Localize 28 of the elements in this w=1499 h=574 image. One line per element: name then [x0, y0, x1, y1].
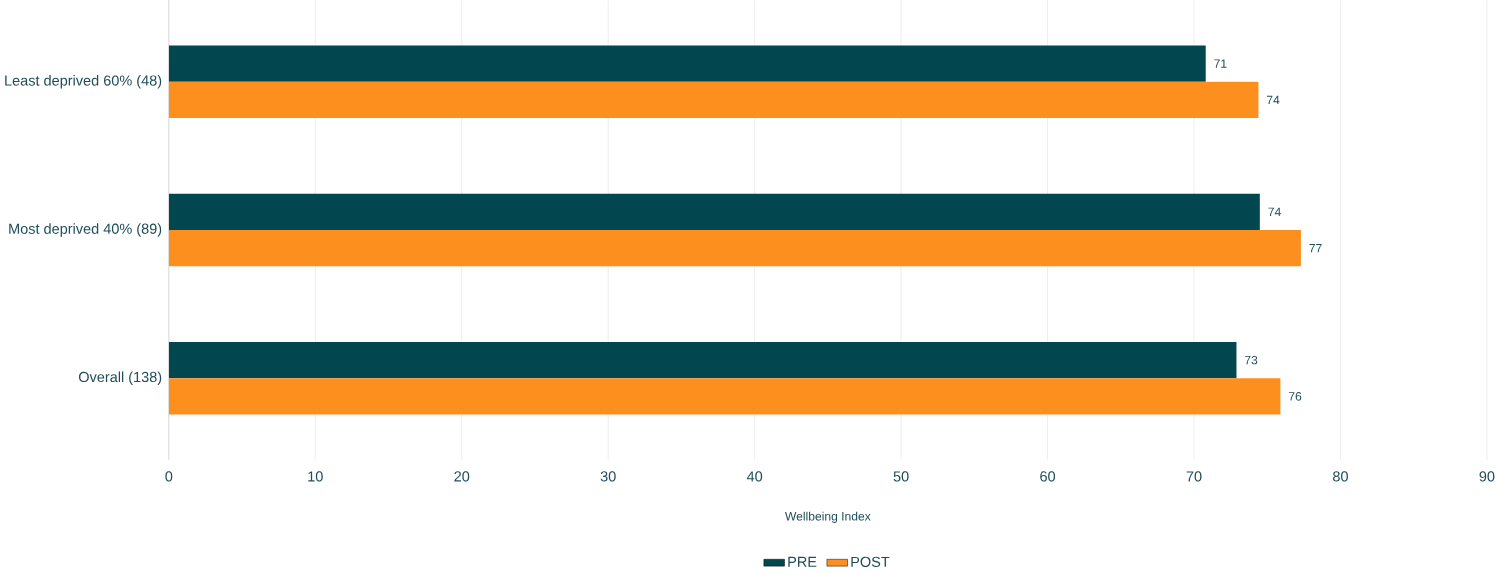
x-tick-label: 0	[165, 471, 173, 482]
x-tick-label: 90	[1479, 471, 1495, 482]
data-label: 71	[1214, 59, 1227, 69]
x-tick-label: 30	[600, 471, 616, 482]
y-tick-label: Most deprived 40% (89)	[9, 223, 162, 237]
x-tick-label: 20	[454, 471, 470, 482]
x-tick-label: 70	[1186, 471, 1202, 482]
bar	[168, 378, 1281, 415]
legend-label: PRE	[788, 557, 817, 568]
x-tick-label: 80	[1333, 471, 1348, 482]
x-axis-title: Wellbeing Index	[785, 511, 871, 524]
x-tick-label: 40	[746, 471, 763, 482]
x-tick-label: 60	[1040, 471, 1056, 482]
legend-label: POST	[851, 556, 890, 568]
data-label: 77	[1309, 244, 1322, 253]
bar	[168, 193, 1260, 231]
data-label: 76	[1288, 392, 1302, 401]
y-tick-label: Overall (138)	[78, 371, 162, 386]
bar	[168, 230, 1301, 267]
data-label: 74	[1268, 207, 1281, 217]
bar	[168, 81, 1259, 119]
x-tick-label: 10	[308, 471, 323, 482]
x-tick-label: 50	[893, 471, 909, 482]
y-tick-label: Least deprived 60% (48)	[5, 75, 162, 89]
bar	[168, 45, 1206, 82]
bar	[168, 342, 1237, 379]
data-label: 73	[1245, 356, 1258, 365]
data-label: 74	[1266, 95, 1280, 105]
